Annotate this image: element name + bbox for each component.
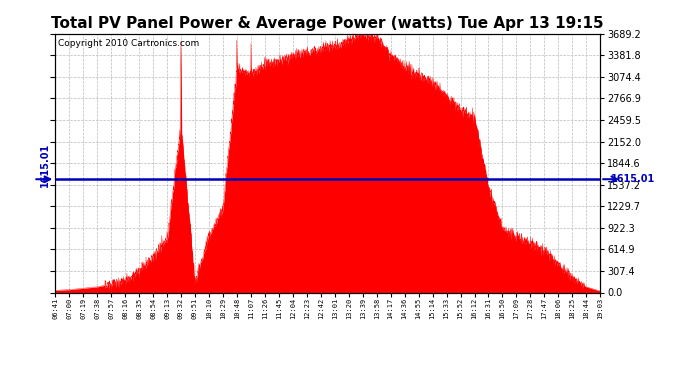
Title: Total PV Panel Power & Average Power (watts) Tue Apr 13 19:15: Total PV Panel Power & Average Power (wa… xyxy=(52,16,604,31)
Text: Copyright 2010 Cartronics.com: Copyright 2010 Cartronics.com xyxy=(58,39,199,48)
Text: 1615.01: 1615.01 xyxy=(611,174,656,184)
Text: 1615.01: 1615.01 xyxy=(40,143,50,187)
